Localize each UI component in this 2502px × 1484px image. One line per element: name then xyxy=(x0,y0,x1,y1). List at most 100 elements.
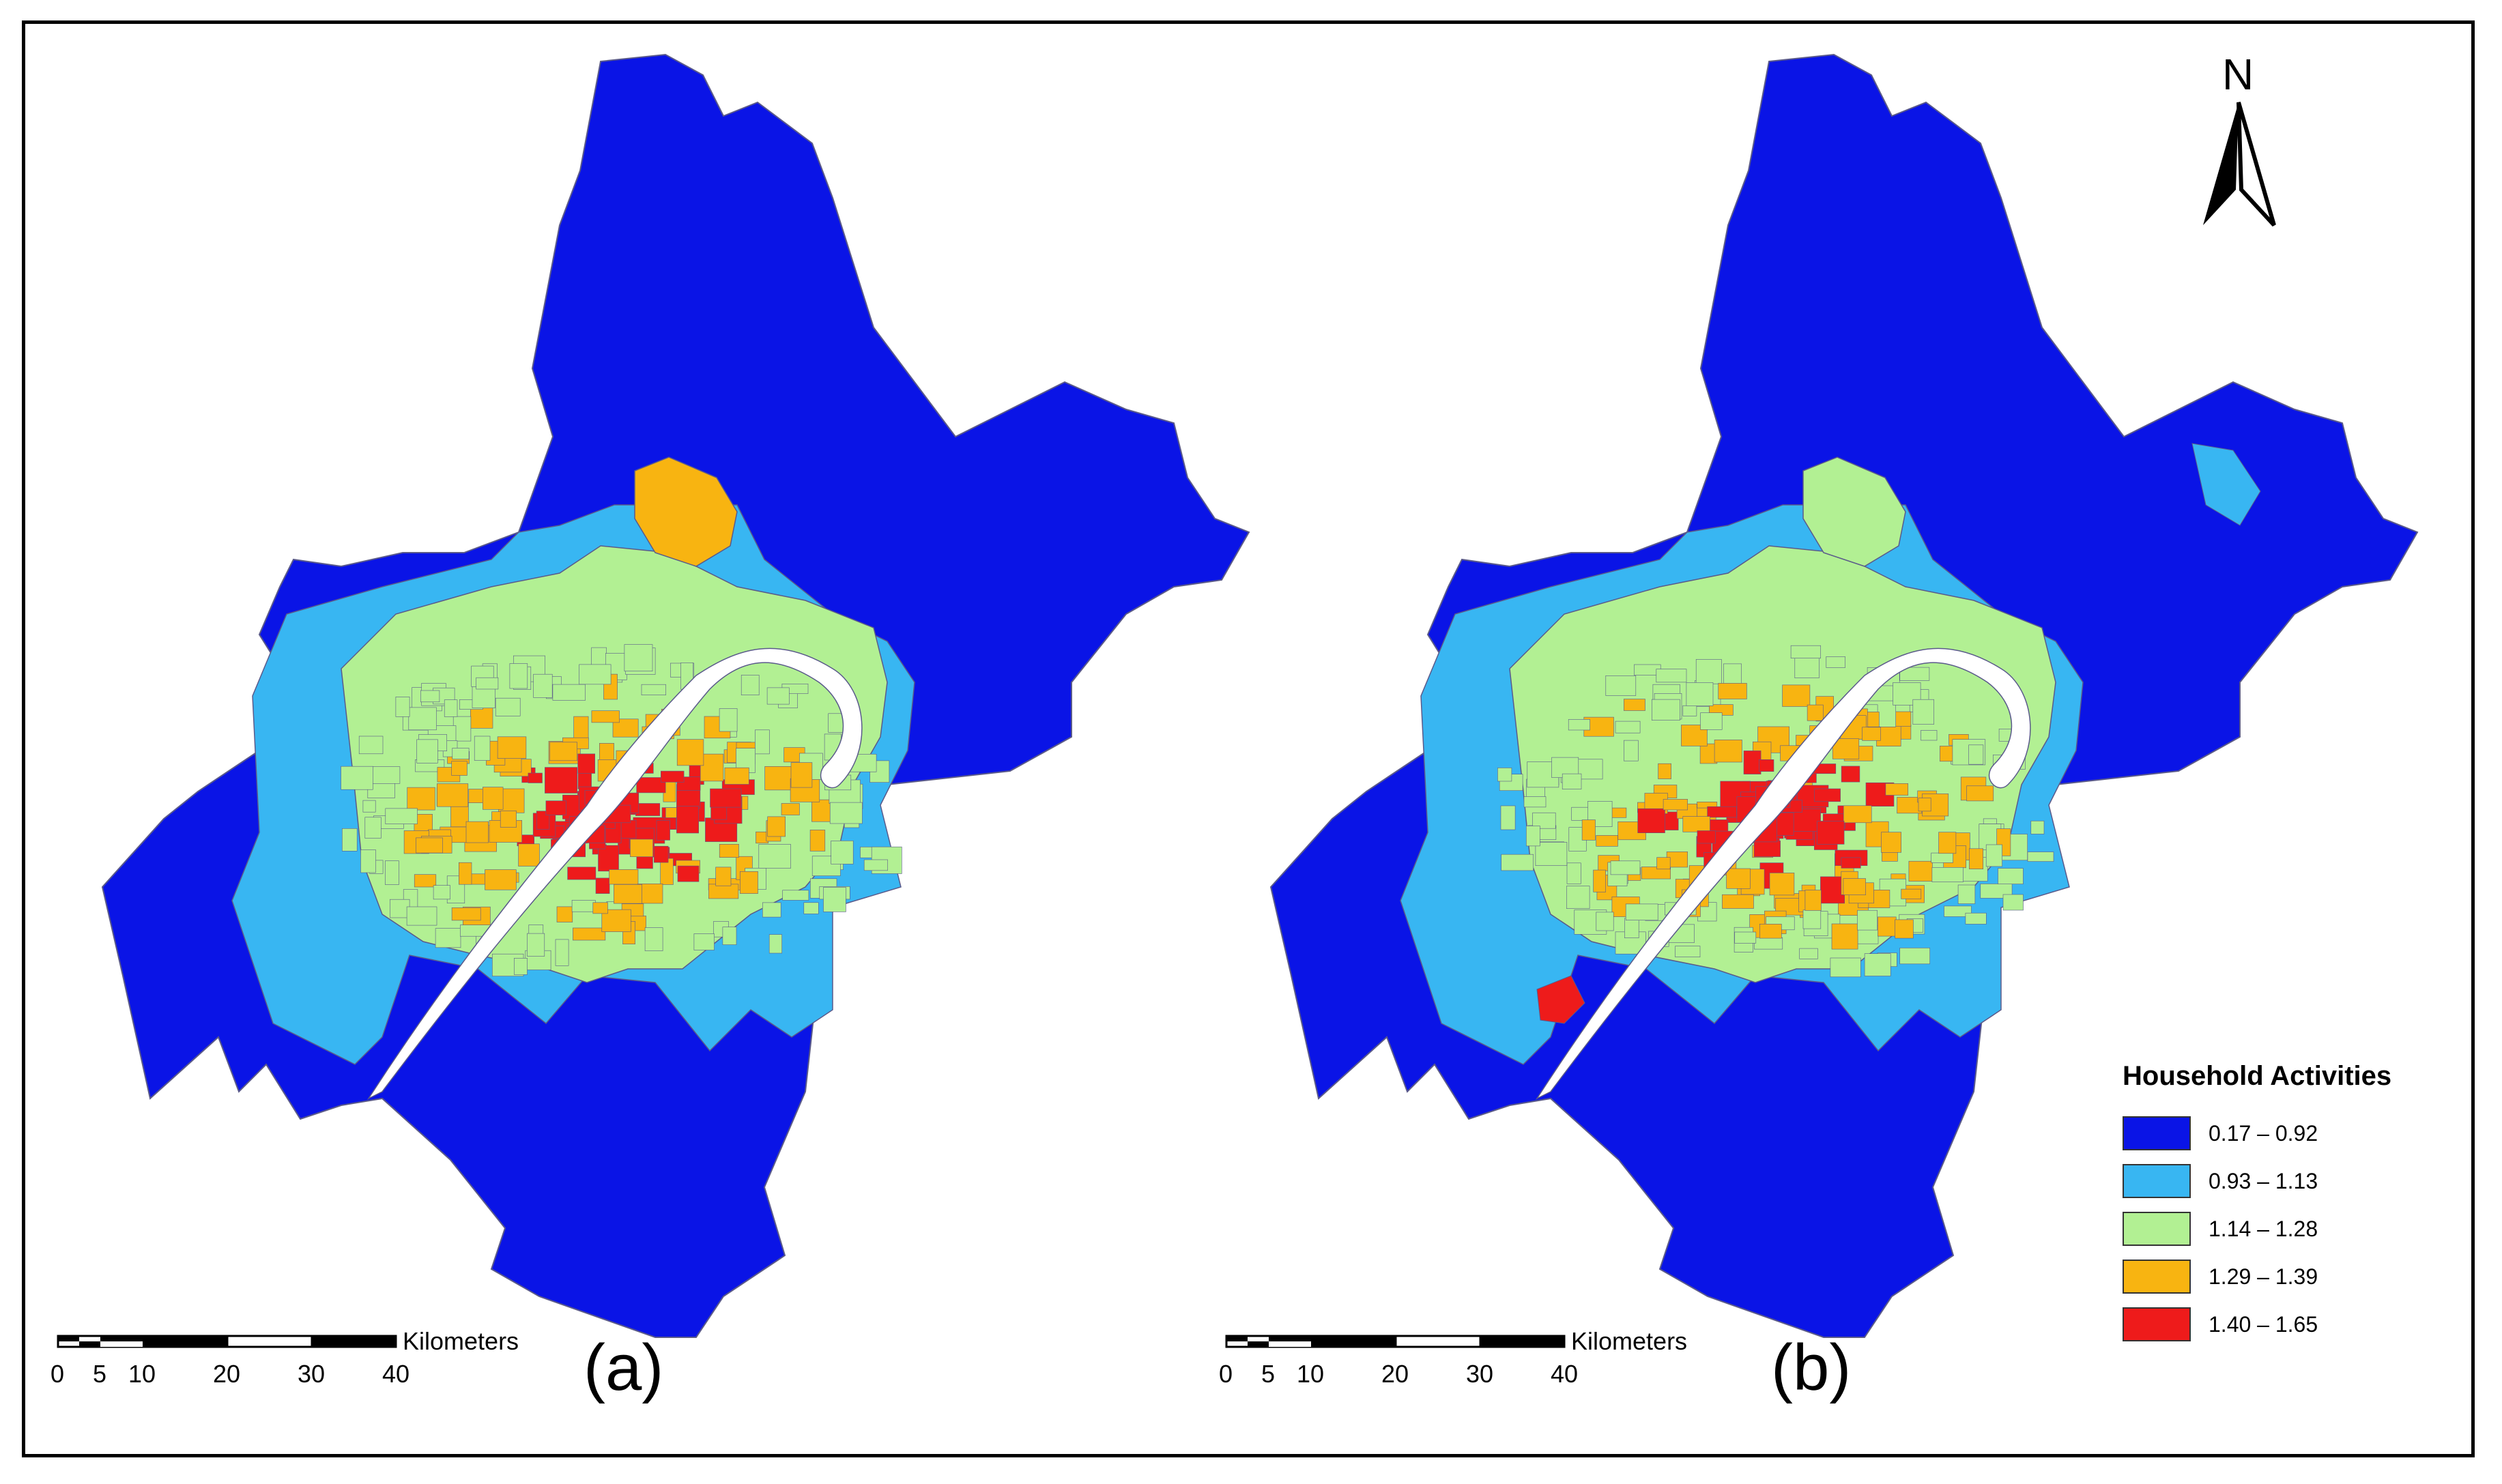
tract-cell xyxy=(452,716,472,742)
tract-cell xyxy=(644,927,663,951)
tract-cell xyxy=(758,844,791,869)
tract-cell xyxy=(1912,699,1934,725)
tract-cell xyxy=(1938,832,1957,854)
tract-cell xyxy=(1675,946,1701,957)
tract-cell xyxy=(495,697,521,716)
tract-cell xyxy=(693,933,715,950)
tract-cell xyxy=(823,887,846,912)
tract-cell xyxy=(452,748,470,759)
region-north-patch xyxy=(1802,456,1906,567)
tract-cell xyxy=(571,900,596,912)
tract-cell xyxy=(1802,910,1822,929)
tract-cell xyxy=(385,860,399,886)
tract-cell xyxy=(1966,785,1994,802)
tract-cell xyxy=(676,806,700,834)
tract-cell xyxy=(1862,727,1881,741)
tract-cell xyxy=(1921,730,1938,741)
scale-tick-b-5: 5 xyxy=(1261,1360,1275,1388)
tract-cell xyxy=(598,845,619,872)
tract-cell xyxy=(1753,937,1783,950)
tract-cell xyxy=(1957,884,1976,904)
tract-cell xyxy=(1841,766,1860,783)
tract-cell xyxy=(444,699,458,717)
tract-cell xyxy=(1596,912,1614,931)
tract-cell xyxy=(567,867,596,880)
tract-cell xyxy=(630,839,654,858)
tract-cell xyxy=(1610,860,1641,875)
tract-cell xyxy=(1817,821,1845,845)
scale-tick-b-40: 40 xyxy=(1551,1360,1578,1388)
figure-frame xyxy=(22,20,2475,1457)
tract-cell xyxy=(1832,738,1860,759)
tract-cell xyxy=(595,877,610,894)
tract-cell xyxy=(1759,759,1774,772)
tract-cell xyxy=(863,859,888,871)
tract-cell xyxy=(803,902,819,914)
tract-cell xyxy=(781,803,800,815)
tract-cell xyxy=(1651,699,1680,721)
tract-cell xyxy=(1497,768,1512,782)
tract-cell xyxy=(722,927,737,945)
river-channel xyxy=(366,648,863,1100)
tract-cell xyxy=(367,766,401,784)
tract-cell xyxy=(1881,832,1902,853)
tract-cell xyxy=(1695,659,1722,684)
tract-cell xyxy=(1658,763,1671,779)
tract-cell xyxy=(451,907,481,921)
tract-cell xyxy=(641,684,666,696)
tract-cell xyxy=(1899,667,1930,681)
tract-cell xyxy=(715,867,732,886)
region-east-patch xyxy=(2191,443,2261,526)
tract-cell xyxy=(1663,799,1688,811)
legend-label: 0.93 – 1.13 xyxy=(2209,1168,2318,1193)
scale-bar-b xyxy=(1225,1335,1566,1348)
north-arrow-icon xyxy=(2203,102,2276,227)
tract-cell xyxy=(1723,663,1742,686)
tract-cell xyxy=(1682,705,1697,716)
tract-cell xyxy=(465,821,489,843)
tract-cell xyxy=(708,884,739,899)
tract-cell xyxy=(1501,854,1534,871)
tract-cell xyxy=(1593,869,1606,892)
tract-cell xyxy=(414,874,437,888)
tract-cell xyxy=(416,837,444,854)
tract-cell xyxy=(1523,796,1547,808)
tract-cell xyxy=(1843,805,1872,824)
scale-tick-a-10: 10 xyxy=(128,1360,156,1388)
tract-cell xyxy=(676,739,704,766)
tract-cell xyxy=(1718,683,1747,699)
tract-cell xyxy=(700,753,724,782)
tract-cell xyxy=(555,939,569,966)
choropleth-b xyxy=(1269,53,2419,1338)
tract-cell xyxy=(1566,886,1590,909)
tract-cell xyxy=(653,845,669,863)
tract-cell xyxy=(1500,805,1516,830)
tract-cell xyxy=(1743,751,1762,774)
tract-cell xyxy=(1931,867,1964,882)
legend-label: 1.29 – 1.39 xyxy=(2209,1264,2318,1289)
tract-cell xyxy=(1605,675,1637,696)
scale-tick-a-5: 5 xyxy=(93,1360,106,1388)
tract-cell xyxy=(1637,808,1665,833)
tract-cell xyxy=(1664,811,1679,830)
tract-cell xyxy=(1969,848,1984,870)
scale-tick-a-40: 40 xyxy=(382,1360,409,1388)
tract-cell xyxy=(1843,878,1866,895)
tract-cell xyxy=(768,934,782,954)
tract-cell xyxy=(1699,743,1718,764)
tract-cell xyxy=(1968,744,1984,765)
tract-cell xyxy=(545,767,578,794)
tract-cell xyxy=(1753,840,1781,857)
tract-cell xyxy=(677,865,700,882)
tract-cell xyxy=(408,707,437,731)
tract-cell xyxy=(518,843,540,867)
tract-cell xyxy=(1790,645,1821,659)
tract-cell xyxy=(809,830,826,852)
tract-cell xyxy=(385,808,418,824)
tract-cell xyxy=(395,697,410,717)
tract-cell xyxy=(482,787,504,810)
tract-cell xyxy=(1656,857,1671,870)
legend-label: 1.14 – 1.28 xyxy=(2209,1216,2318,1241)
tract-cell xyxy=(1624,918,1639,939)
scale-tick-b-0: 0 xyxy=(1219,1360,1233,1388)
